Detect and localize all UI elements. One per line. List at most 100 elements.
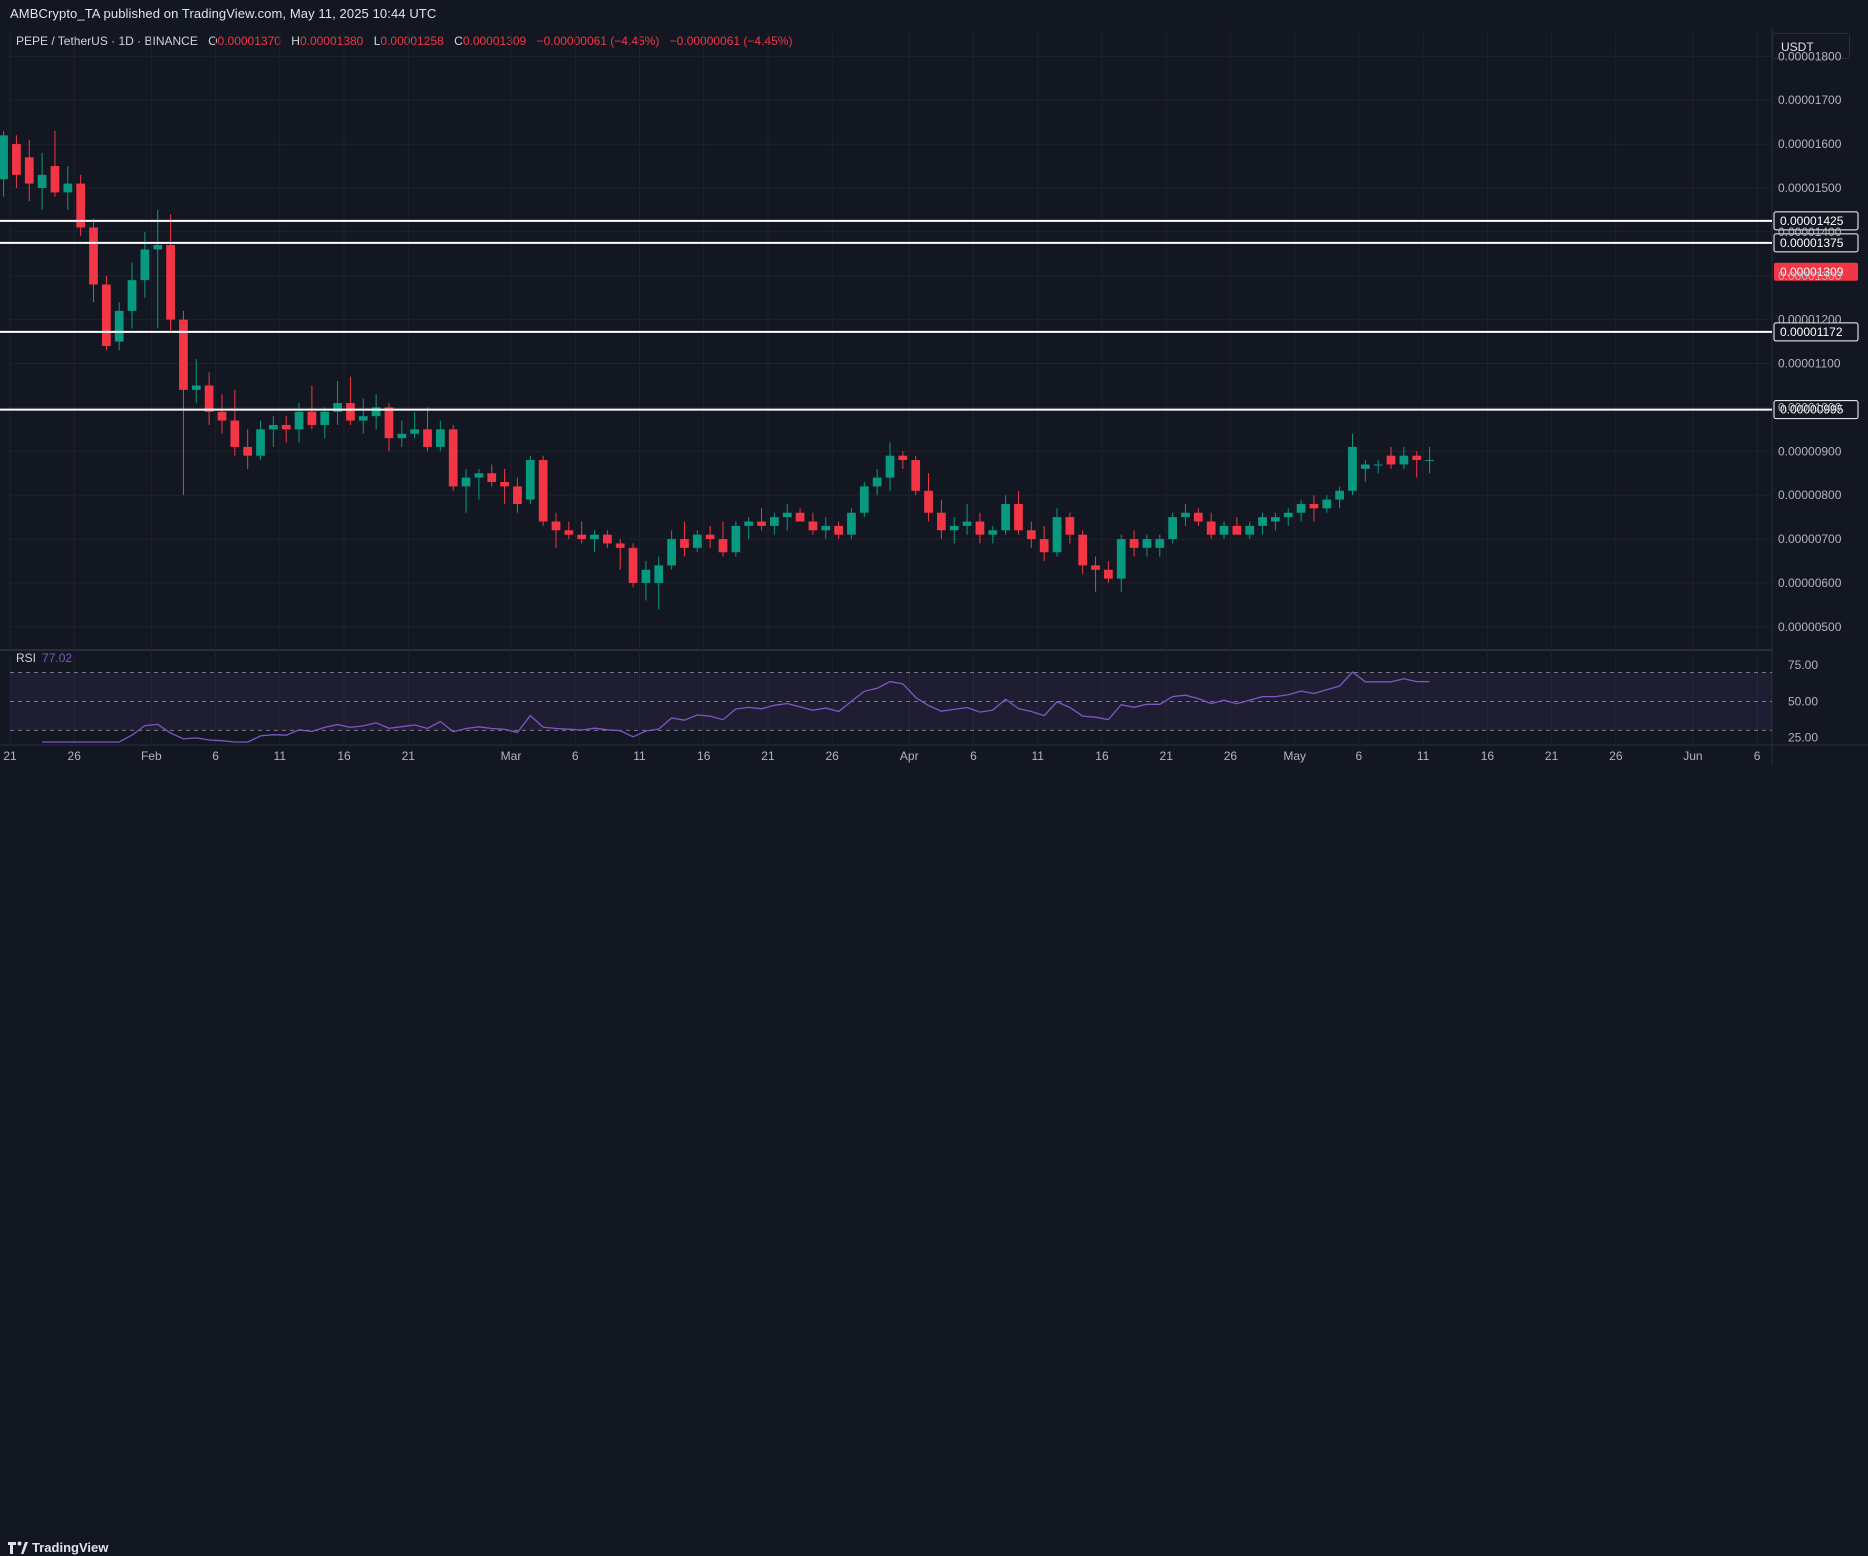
candle-body [513,486,522,504]
candle [435,420,445,452]
time-tick-label: 21 [402,749,416,763]
candle-body [1065,517,1075,535]
candle-body [76,183,86,228]
candle [1348,433,1357,496]
candle-body [101,284,111,346]
candle-body [551,521,561,531]
candle [140,231,150,298]
candle-body [975,521,985,535]
candle-body [1412,455,1422,461]
symbol-label[interactable]: PEPE / TetherUS · 1D · BINANCE [16,34,198,48]
candle [937,499,946,540]
rsi-series [42,671,1430,743]
candle [577,521,587,544]
candle-body [782,512,792,518]
candle-body [1322,499,1332,509]
candle [204,372,214,425]
candle-body [307,411,317,425]
candle-body [217,411,227,421]
candle [705,525,715,548]
time-tick-label: 21 [1545,749,1559,763]
candle [0,130,8,197]
candle-body [1335,490,1345,500]
candle-body [346,403,355,421]
candle [1206,512,1216,540]
candle-body [63,183,73,193]
candle-body [1309,503,1319,509]
candle-body [0,135,8,180]
candle [641,561,651,601]
candle [1142,534,1152,557]
tradingview-brand[interactable]: TradingView [32,1540,109,1555]
time-tick-label: 16 [1095,749,1109,763]
candle [1335,486,1345,509]
candle-body [1091,565,1100,570]
candle-body [859,486,869,513]
candle [320,407,330,439]
candle-body [1283,512,1293,518]
price-tick-label: 0.00001500 [1778,181,1842,195]
candle-body [1258,517,1267,526]
footer: TradingView [0,765,1868,1555]
candle [1219,521,1229,540]
candle-body [808,521,818,531]
candle-body [680,539,689,548]
candle-body [358,416,368,421]
candle-body [166,245,175,320]
candle-body [988,530,998,535]
publisher-bar: AMBCrypto_TA published on TradingView.co… [0,0,1868,28]
candle [1039,525,1049,562]
candle-body [924,490,933,513]
candle [1193,508,1203,526]
candle-body [435,429,445,447]
time-tick-label: 21 [1160,749,1174,763]
candle-body [937,512,946,531]
price-tick-label: 0.00000900 [1778,444,1842,458]
candle [962,503,972,535]
candle [525,455,535,504]
price-tick-label: 0.00001600 [1778,137,1842,151]
candle [949,517,959,544]
candle-body [1026,530,1036,540]
candle-body [256,429,265,456]
candle [63,166,73,210]
candle [1155,534,1165,557]
candle [988,525,998,544]
candle [680,521,689,557]
close-value: 0.00001309 [462,34,527,48]
candle [847,508,856,540]
time-tick-label: 16 [697,749,711,763]
candle-body [1360,464,1370,469]
last-price-tag [1774,262,1858,281]
time-tick-label: 26 [68,749,82,763]
candle-body [641,569,651,583]
candle [744,517,754,540]
candle-body [24,157,34,184]
candle-body [140,249,150,281]
change-value: −0.00000061 (−4.45%) [536,34,660,48]
candle-body [191,385,201,390]
candle-body [1399,455,1409,465]
level-price-tag [1773,322,1859,342]
candle-body [615,543,625,548]
low-value: 0.00001258 [380,34,444,48]
candle [461,468,471,513]
candle [217,394,227,434]
candle [307,385,317,430]
price-chart[interactable]: 0.00001425 0.00001375 0.00001172 0.00000995… [0,0,1868,765]
candle [384,403,394,452]
candle-body [1142,539,1152,548]
candle [423,407,432,452]
high-key: H [291,34,300,48]
time-tick-label: Mar [501,749,522,763]
time-tick-label: 26 [826,749,840,763]
grid [0,28,1868,765]
candle [1271,512,1280,531]
candle [37,152,47,210]
candle [268,416,278,447]
candle-body [1271,517,1280,522]
time-tick-label: May [1283,749,1306,763]
candle [50,130,60,197]
candle [692,530,702,553]
candle [1373,460,1383,474]
